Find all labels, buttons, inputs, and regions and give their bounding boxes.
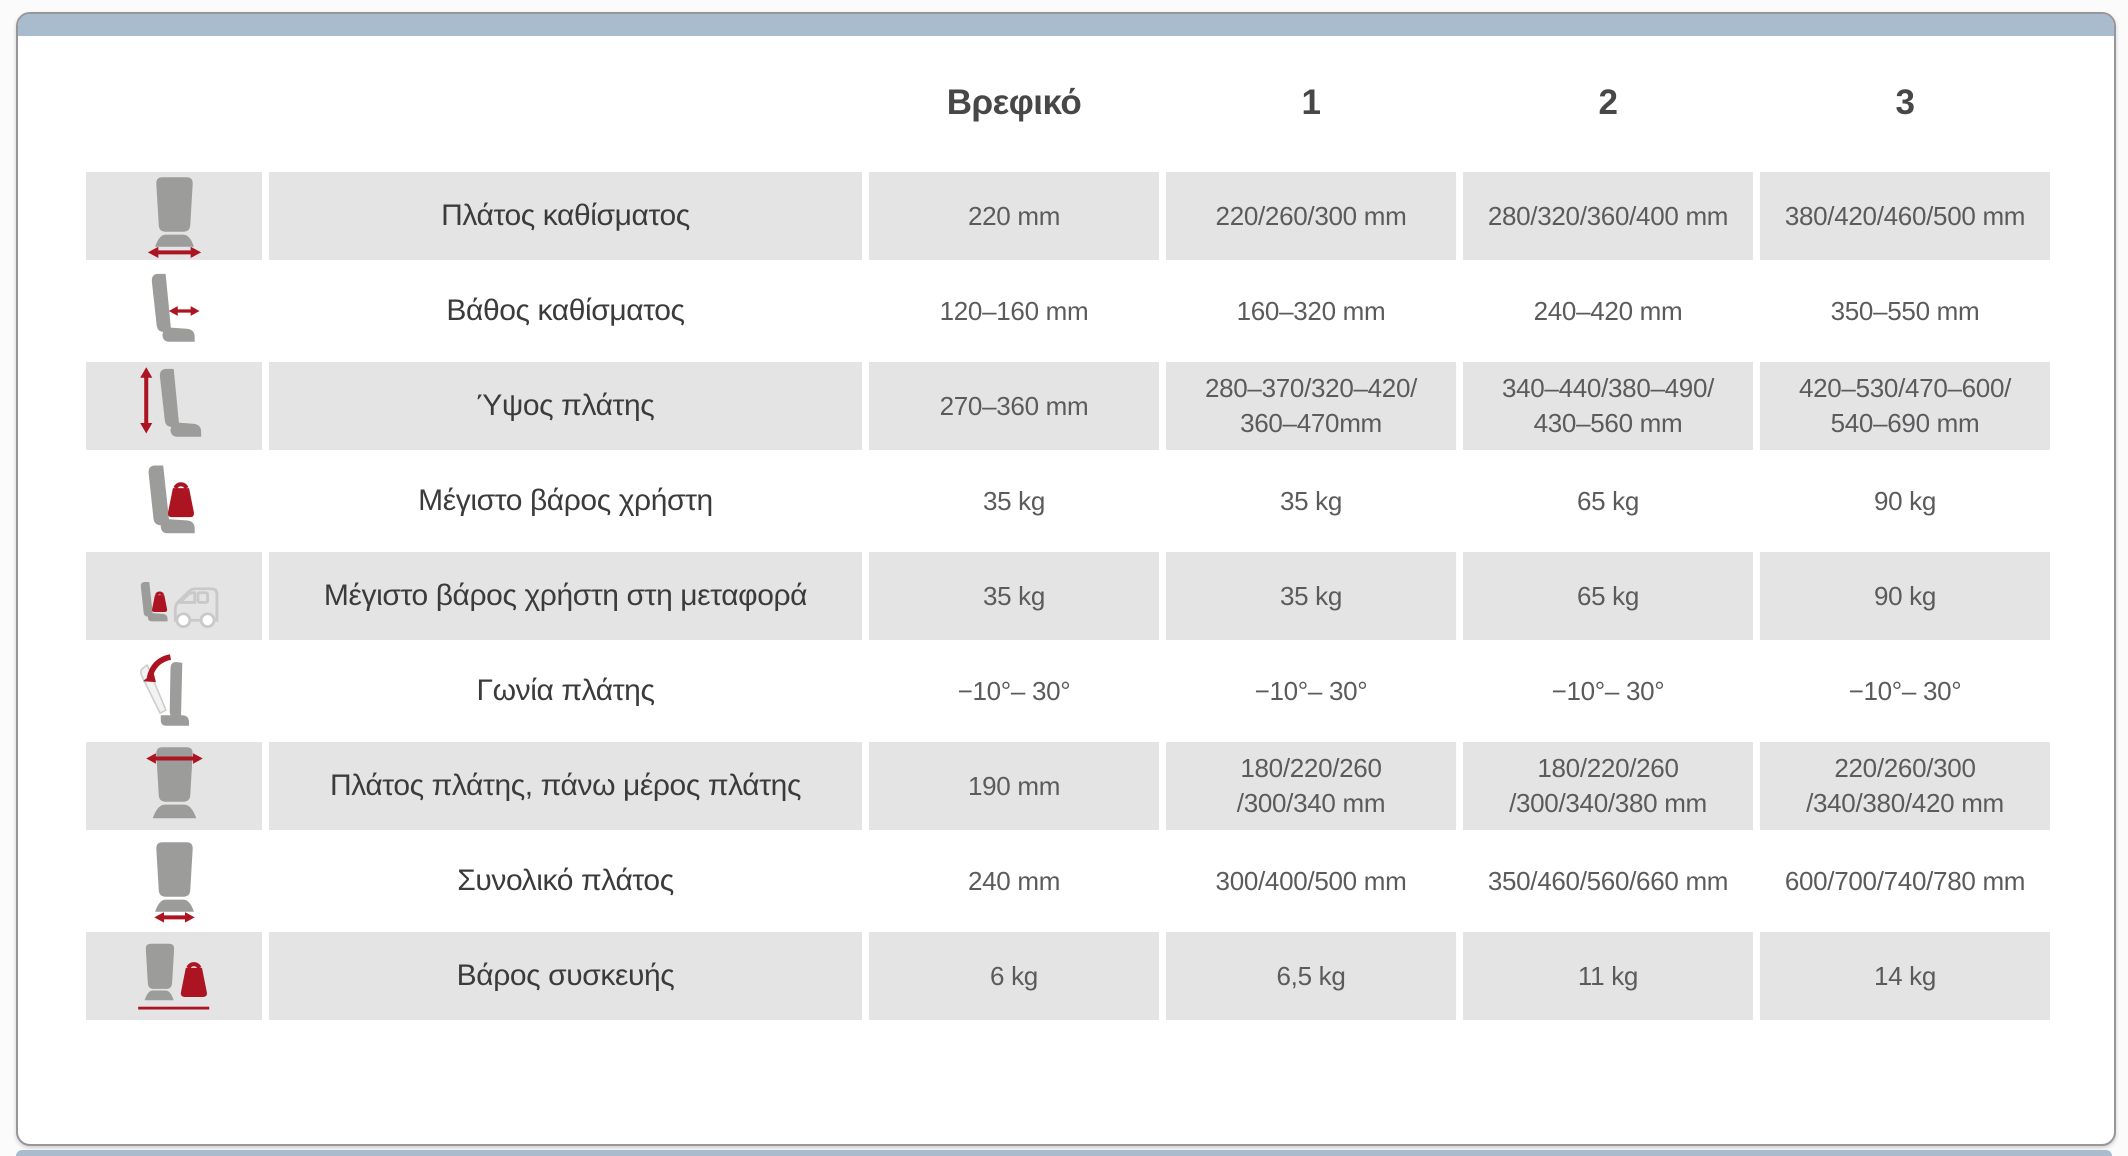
row-label: Μέγιστο βάρος χρήστη (418, 484, 713, 517)
back-height-icon (139, 367, 201, 437)
row-icon-cell (86, 267, 262, 355)
value-cell: 90 kg (1873, 485, 1937, 516)
row-icon-cell (86, 932, 262, 1020)
value-cell: 35 kg (1279, 485, 1343, 516)
next-card-top-bar (16, 1150, 2112, 1156)
value-cell: 420–530/470–600/ 540–690 mm (1760, 362, 2050, 450)
max-user-weight-icon (148, 465, 195, 534)
value-cell: 240 mm (967, 865, 1061, 896)
back-width-icon (145, 747, 203, 819)
row-icon-cell (86, 552, 262, 640)
value-cell: 35 kg (982, 485, 1046, 516)
value-cell: −10°– 30° (957, 675, 1071, 706)
header-spacer-label (269, 40, 862, 165)
header-spacer-icon (86, 40, 262, 165)
value-cell: 280–370/320–420/ 360–470mm (1166, 362, 1456, 450)
value-cell: 350–550 mm (1830, 295, 1980, 326)
value-cell: 14 kg (1760, 932, 2050, 1020)
row-label: Βάρος συσκευής (269, 932, 862, 1020)
row-label: Πλάτος καθίσματος (269, 172, 862, 260)
value-cell: 600/700/740/780 mm (1784, 865, 2026, 896)
spec-card: Βρεφικό 1 2 3 Πλάτος καθίσματος 220 mm 2… (16, 12, 2116, 1146)
value-cell: −10°– 30° (1848, 675, 1962, 706)
value-cell: 180/220/260 /300/340 mm (1166, 742, 1456, 830)
column-header: 3 (1895, 82, 1915, 122)
value-cell: 380/420/460/500 mm (1760, 172, 2050, 260)
value-cell: 220/260/300 mm (1166, 172, 1456, 260)
total-width-icon (153, 842, 195, 923)
value-cell: 300/400/500 mm (1215, 865, 1407, 896)
value-cell: 220/260/300 /340/380/420 mm (1760, 742, 2050, 830)
value-cell: −10°– 30° (1254, 675, 1368, 706)
row-label: Πλάτος πλάτης, πάνω μέρος πλάτης (269, 742, 862, 830)
device-weight-icon (137, 943, 209, 1010)
row-icon-cell (86, 362, 262, 450)
value-cell: 340–440/380–490/ 430–560 mm (1463, 362, 1753, 450)
card-top-bar (18, 14, 2114, 36)
value-cell: 190 mm (869, 742, 1159, 830)
row-label: Ύψος πλάτης (269, 362, 862, 450)
value-cell: 6 kg (869, 932, 1159, 1020)
row-icon-cell (86, 837, 262, 925)
value-cell: 90 kg (1760, 552, 2050, 640)
value-cell: 270–360 mm (869, 362, 1159, 450)
row-label: Συνολικό πλάτος (457, 864, 674, 897)
value-cell: 35 kg (869, 552, 1159, 640)
value-cell: 6,5 kg (1166, 932, 1456, 1020)
row-label: Γωνία πλάτης (476, 674, 655, 707)
row-icon-cell (86, 742, 262, 830)
row-icon-cell (86, 647, 262, 735)
value-cell: 180/220/260 /300/340/380 mm (1463, 742, 1753, 830)
row-icon-cell (86, 172, 262, 260)
row-label: Μέγιστο βάρος χρήστη στη μεταφορά (269, 552, 862, 640)
value-cell: 280/320/360/400 mm (1463, 172, 1753, 260)
value-cell: 120–160 mm (939, 295, 1089, 326)
column-header: 1 (1301, 82, 1321, 122)
row-icon-cell (86, 457, 262, 545)
value-cell: 65 kg (1576, 485, 1640, 516)
column-header: Βρεφικό (946, 82, 1082, 122)
seat-width-icon (147, 177, 201, 258)
value-cell: 65 kg (1463, 552, 1753, 640)
value-cell: 160–320 mm (1236, 295, 1386, 326)
value-cell: 11 kg (1463, 932, 1753, 1020)
value-cell: −10°– 30° (1551, 675, 1665, 706)
spec-table: Βρεφικό 1 2 3 Πλάτος καθίσματος 220 mm 2… (86, 40, 2050, 1020)
value-cell: 35 kg (1166, 552, 1456, 640)
back-angle-icon (139, 654, 189, 726)
row-label: Βάθος καθίσματος (446, 294, 685, 327)
transport-user-weight-icon (140, 581, 218, 629)
column-header: 2 (1598, 82, 1618, 122)
value-cell: 240–420 mm (1533, 295, 1683, 326)
value-cell: 350/460/560/660 mm (1487, 865, 1729, 896)
seat-depth-icon (151, 273, 200, 342)
value-cell: 220 mm (869, 172, 1159, 260)
